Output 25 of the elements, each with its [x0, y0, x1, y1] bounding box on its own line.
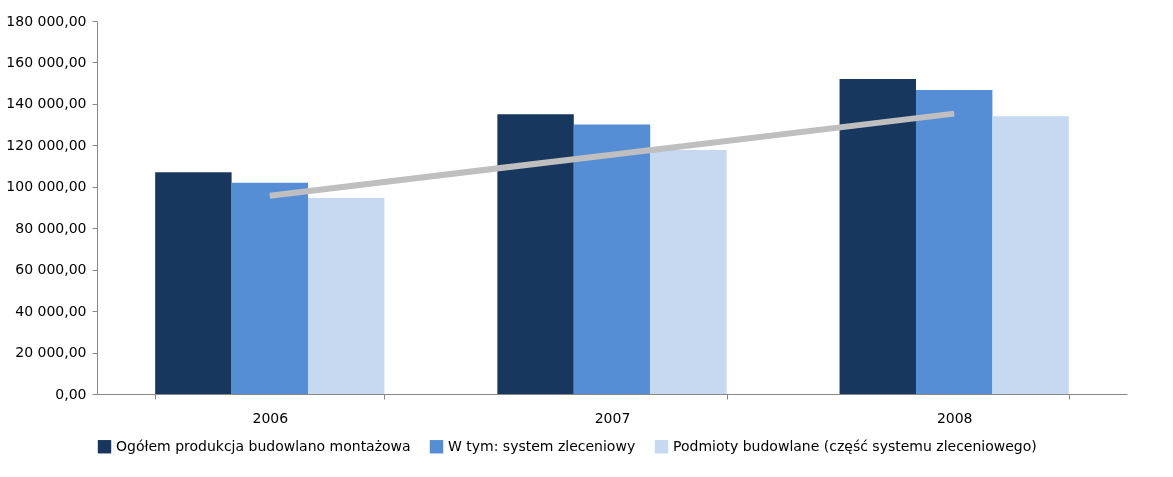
bar: [231, 182, 309, 394]
legend-label: W tym: system zleceniowy: [448, 437, 636, 454]
y-tick-label: 160 000,00: [6, 53, 87, 70]
x-tick-label: 2008: [936, 409, 973, 426]
legend-label: Ogółem produkcja budowlano montażowa: [116, 437, 411, 454]
x-tick-label: 2006: [252, 409, 289, 426]
bar: [839, 79, 916, 394]
y-tick-label: 20 000,00: [15, 344, 87, 361]
bar: [915, 90, 993, 394]
y-tick-label: 100 000,00: [6, 178, 87, 195]
y-tick-label: 120 000,00: [6, 136, 87, 153]
y-tick-label: 180 000,00: [6, 12, 87, 29]
legend-label: Podmioty budowlane (część systemu zleceniowego): [673, 437, 1037, 454]
y-tick-label: 140 000,00: [6, 95, 87, 112]
y-tick-label: 80 000,00: [15, 219, 87, 236]
bar: [308, 197, 385, 394]
y-tick-label: 40 000,00: [15, 302, 87, 319]
bar: [992, 116, 1069, 394]
bar: [650, 150, 727, 394]
bar: [573, 124, 651, 394]
bar: [497, 114, 574, 394]
bar: [155, 172, 232, 394]
x-tick-label: 2007: [594, 409, 631, 426]
y-tick-label: 0,00: [55, 385, 87, 402]
y-tick-label: 60 000,00: [15, 261, 87, 278]
